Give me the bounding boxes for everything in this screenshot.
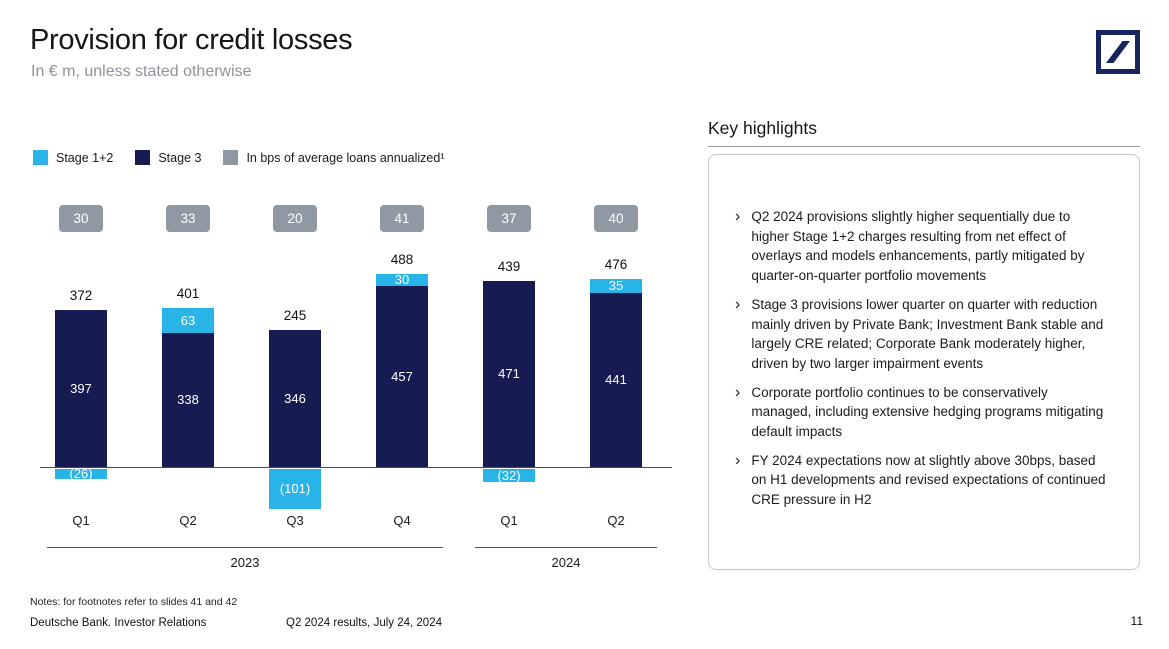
legend-swatch — [135, 150, 151, 165]
chevron-bullet-icon: › — [735, 451, 741, 469]
legend-label: In bps of average loans annualized¹ — [246, 150, 445, 165]
stage12-label: 30 — [394, 272, 410, 287]
footer-brand: Deutsche Bank. Investor Relations — [30, 617, 207, 629]
chevron-bullet-icon: › — [735, 295, 741, 313]
legend-swatch — [223, 150, 239, 165]
x-axis-label: Q1 — [72, 513, 90, 528]
stage12-label: (101) — [279, 481, 311, 496]
footer-report-title: Q2 2024 results, July 24, 2024 — [286, 617, 442, 629]
key-highlights-list: › Q2 2024 provisions slightly higher sequ… — [735, 207, 1111, 510]
deutsche-bank-logo-icon — [1096, 30, 1140, 74]
highlight-text: Stage 3 provisions lower quarter on quar… — [751, 296, 1104, 371]
chevron-bullet-icon: › — [735, 208, 741, 225]
highlight-text: Q2 2024 provisions slightly higher seque… — [751, 209, 1085, 284]
stage3-label: 338 — [177, 392, 199, 407]
highlight-bullet: › Corporate portfolio continues to be con… — [735, 383, 1111, 442]
highlight-text: Corporate portfolio continues to be cons… — [751, 384, 1104, 440]
year-group-line — [475, 547, 657, 548]
bar-chart: 30 372 397 (26) Q1 33 401 63 338 Q2 20 245 346 (101) Q… — [30, 195, 685, 585]
year-group-line — [47, 547, 443, 548]
x-axis-label: Q2 — [607, 513, 625, 528]
year-group-label: 2023 — [230, 555, 260, 570]
stage12-segment — [483, 469, 535, 482]
stage3-label: 397 — [70, 380, 92, 396]
stage12-segment — [162, 308, 214, 333]
legend-item: In bps of average loans annualized¹ — [223, 150, 445, 165]
legend-label: Stage 1+2 — [56, 150, 114, 165]
page-number: 11 — [1130, 614, 1143, 628]
legend-swatch — [33, 150, 48, 165]
total-label: 372 — [69, 288, 93, 303]
total-label: 476 — [604, 257, 628, 272]
stage3-segment — [376, 286, 428, 467]
x-axis-label: Q4 — [393, 513, 411, 528]
page-subtitle: In € m, unless stated otherwise — [31, 63, 252, 80]
chart-legend: Stage 1+2 Stage 3 In bps of average loans … — [33, 150, 445, 165]
stage3-label: 457 — [391, 368, 413, 384]
stage12-segment — [269, 469, 321, 509]
footnotes: Notes: for footnotes refer to slides 41 … — [30, 596, 238, 608]
highlight-text: FY 2024 expectations now at slightly abo… — [751, 452, 1106, 508]
stage3-segment — [55, 310, 107, 467]
bps-badge: 30 — [59, 205, 103, 232]
total-label: 488 — [390, 252, 414, 267]
bps-badge: 37 — [487, 205, 531, 232]
key-highlights-panel: › Q2 2024 provisions slightly higher sequ… — [708, 154, 1140, 570]
stage12-label: (32) — [497, 467, 521, 483]
year-group-label: 2024 — [551, 555, 581, 570]
stage12-label: 35 — [608, 278, 624, 293]
legend-item: Stage 3 — [135, 150, 201, 165]
total-label: 401 — [176, 286, 200, 301]
page-title: Provision for credit losses — [30, 24, 353, 56]
stage12-label: (26) — [69, 466, 93, 481]
bps-badge: 33 — [166, 205, 210, 232]
x-axis-label: Q3 — [286, 513, 304, 528]
stage3-label: 441 — [605, 372, 627, 387]
stage12-label: 63 — [180, 312, 196, 328]
highlight-bullet: › Stage 3 provisions lower quarter on qua… — [735, 295, 1111, 374]
chevron-bullet-icon: › — [735, 383, 741, 401]
stage3-segment — [269, 330, 321, 467]
key-highlights-title: Key highlights — [708, 118, 817, 138]
stage3-segment — [483, 281, 535, 467]
stage3-label: 346 — [284, 390, 306, 406]
x-axis-line — [40, 467, 672, 468]
stage12-segment — [55, 469, 107, 479]
stage3-label: 471 — [498, 366, 520, 381]
x-axis-label: Q1 — [500, 513, 518, 528]
stage3-segment — [590, 293, 642, 467]
highlight-bullet: › Q2 2024 provisions slightly higher sequ… — [735, 207, 1111, 286]
legend-item: Stage 1+2 — [33, 150, 113, 165]
total-label: 439 — [497, 259, 521, 274]
stage3-segment — [162, 333, 214, 467]
bps-badge: 41 — [380, 205, 424, 232]
highlight-bullet: › FY 2024 expectations now at slightly ab… — [735, 451, 1111, 510]
key-highlights-divider — [708, 146, 1140, 147]
total-label: 245 — [283, 308, 307, 323]
legend-label: Stage 3 — [158, 150, 202, 165]
stage12-segment — [376, 274, 428, 286]
stage12-segment — [590, 279, 642, 293]
x-axis-label: Q2 — [179, 513, 197, 528]
bps-badge: 40 — [594, 205, 638, 232]
bps-badge: 20 — [273, 205, 317, 232]
